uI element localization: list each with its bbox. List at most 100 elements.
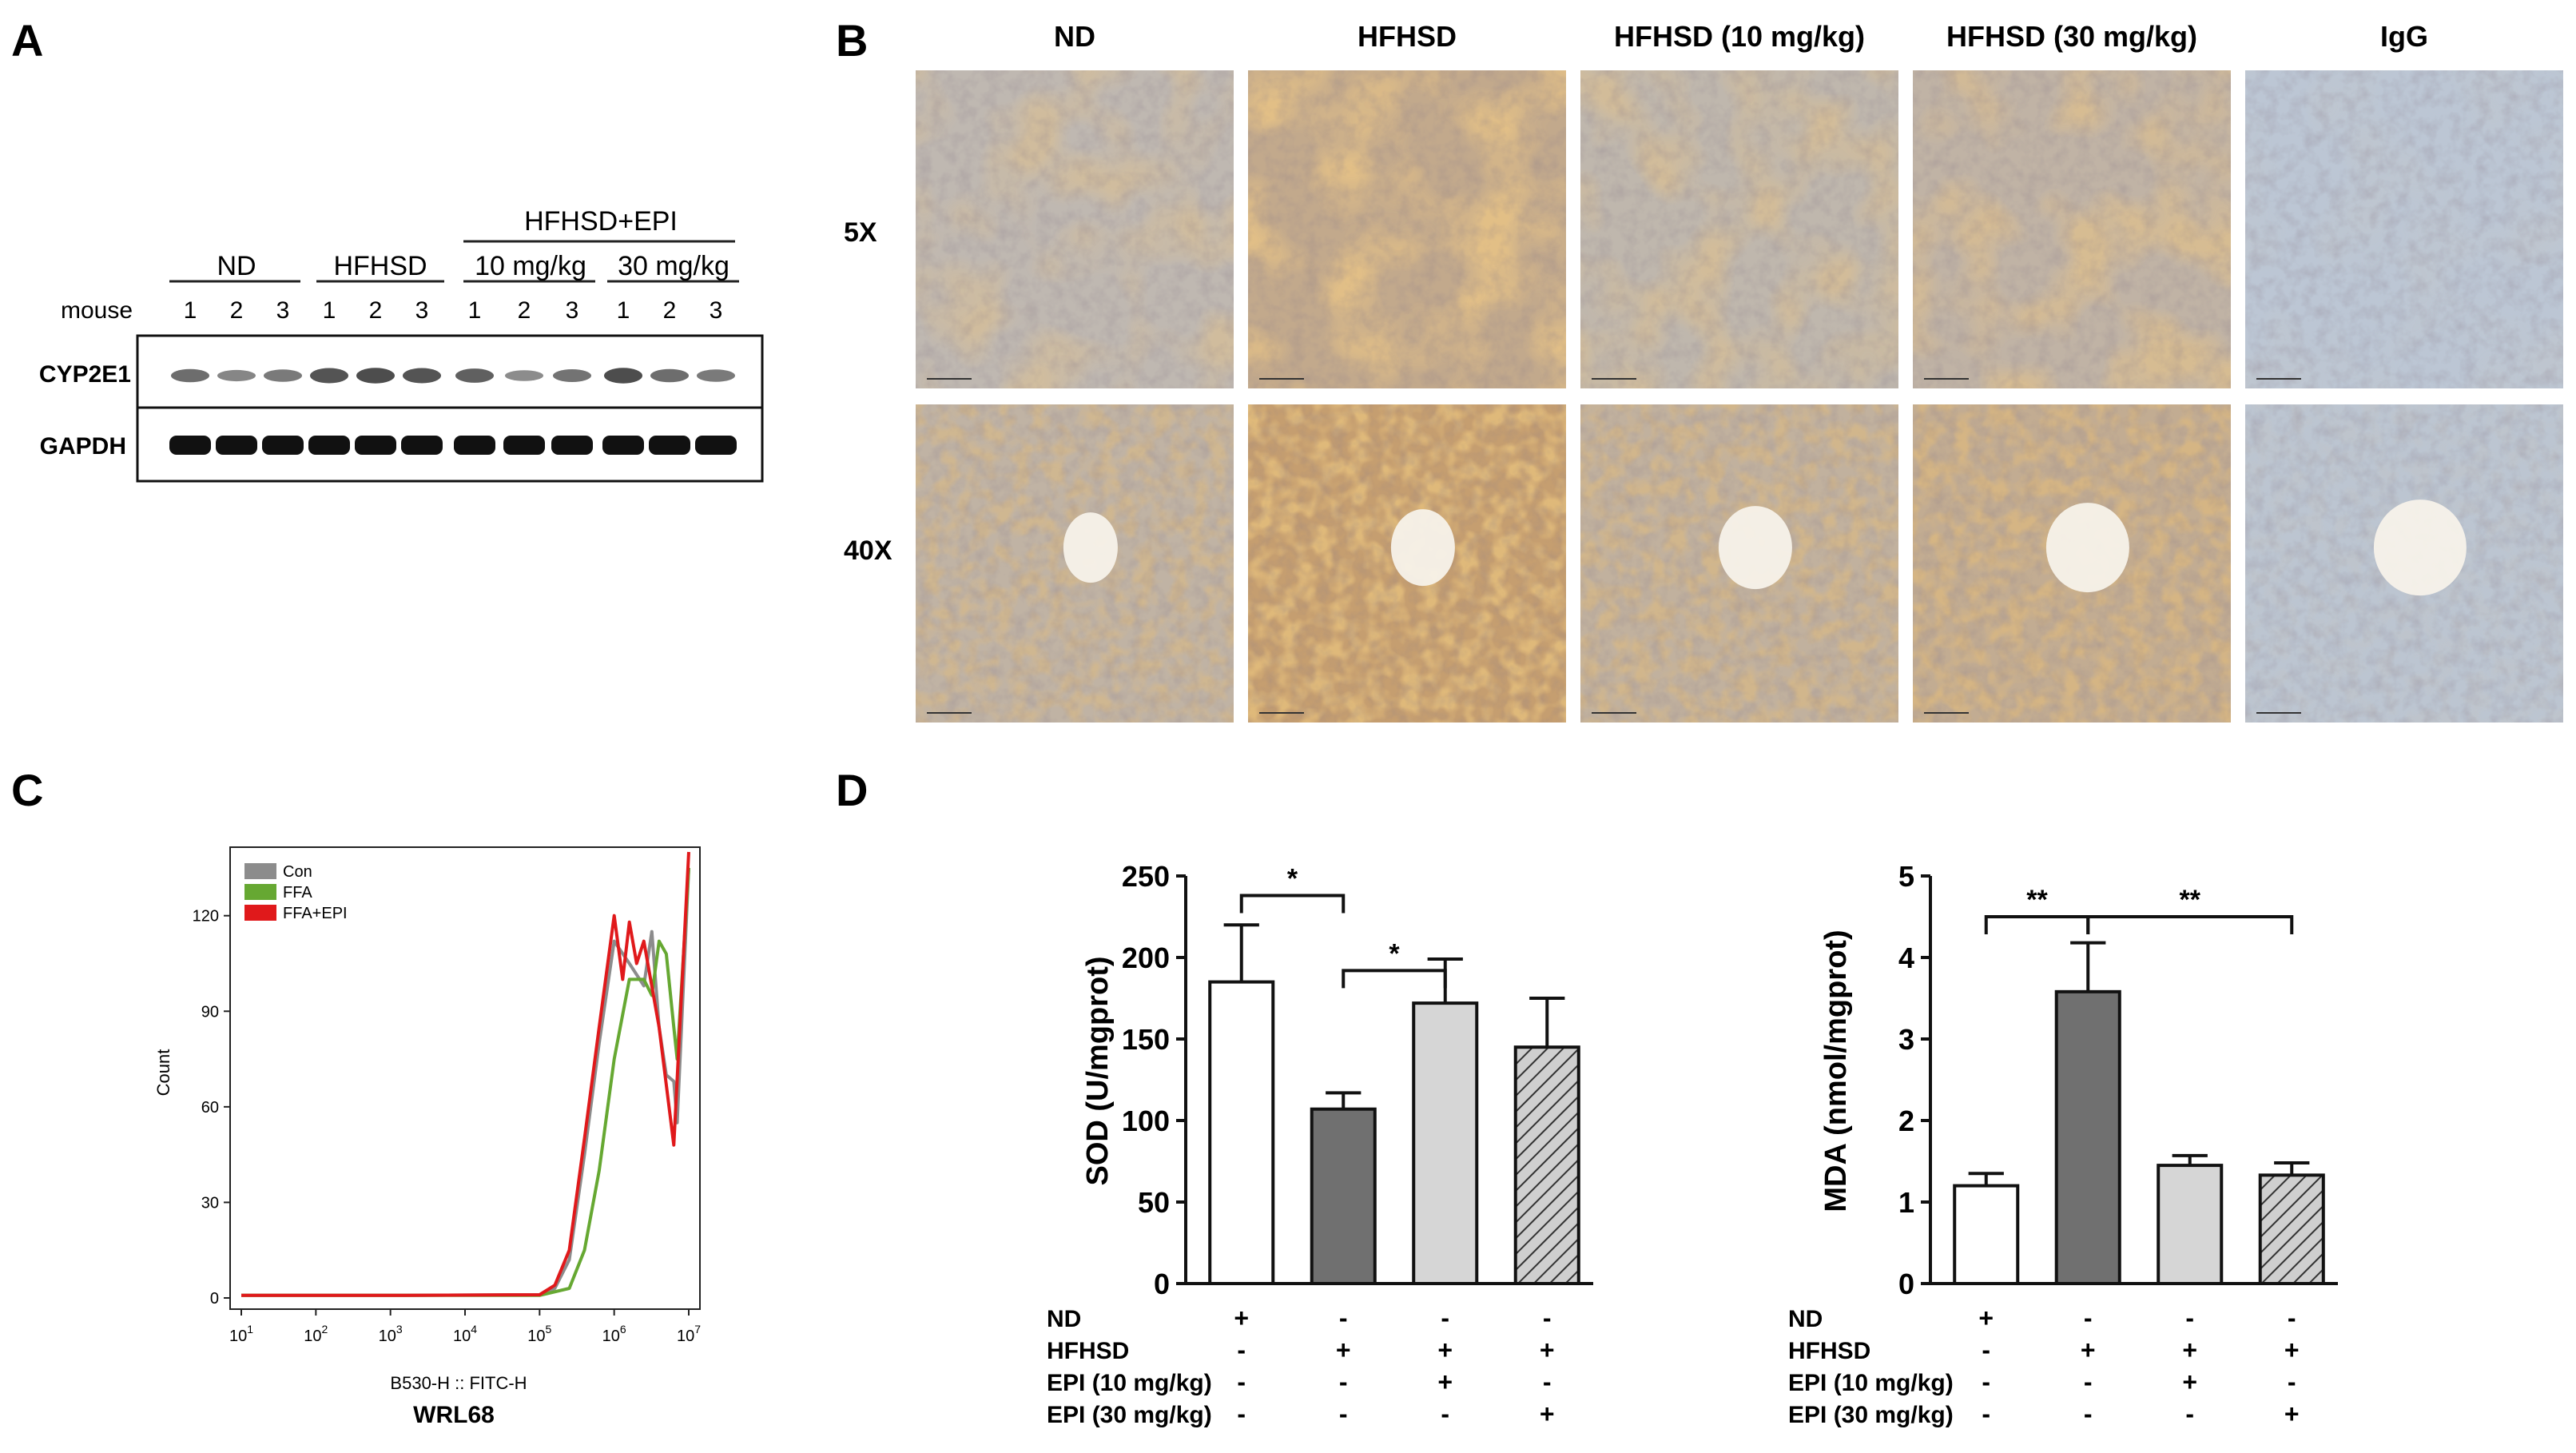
lane-number: 1 — [184, 297, 197, 324]
x-axis-label-fitc: B530-H :: FITC-H — [390, 1373, 527, 1393]
legend-label: FFA+EPI — [283, 905, 348, 922]
histogram-y-tick-label: 30 — [201, 1194, 219, 1212]
cyp2e1-band — [505, 370, 543, 381]
ihc-image-tile — [2245, 70, 2563, 388]
cyp2e1-band — [171, 368, 209, 383]
bar — [1208, 980, 1275, 1285]
histogram-legend: Con FFA FFA+EPI — [244, 863, 348, 922]
bar — [1953, 1184, 2020, 1285]
treatment-row-label: EPI (30 mg/kg) — [1047, 1402, 1212, 1428]
lane-number: 2 — [369, 297, 383, 324]
panel-b-ihc: ND HFHSD HFHSD (10 mg/kg) HFHSD (30 mg/kg) I… — [844, 20, 2563, 723]
ihc-image-tile — [1248, 70, 1566, 388]
ihc-image-tile — [1248, 404, 1566, 723]
legend-swatch — [244, 905, 276, 921]
histogram-x-tick-base: 10 — [304, 1328, 321, 1345]
treatment-mark: - — [1982, 1399, 1990, 1428]
significance-label: * — [1389, 938, 1400, 969]
mouse-label: mouse — [61, 297, 133, 324]
y-tick-label: 5 — [1898, 860, 1914, 893]
treatment-row-label: HFHSD — [1788, 1338, 1870, 1364]
panel-letter-b: B — [836, 15, 868, 66]
gapdh-band — [401, 436, 443, 455]
treatment-mark: - — [1441, 1399, 1449, 1428]
lane-number: 3 — [566, 297, 579, 324]
ihc-image-tile — [1913, 404, 2231, 723]
ihc-column-header: ND — [1054, 20, 1095, 53]
treatment-mark: - — [2084, 1367, 2093, 1396]
legend-swatch — [244, 863, 276, 879]
ihc-image-tile — [2245, 404, 2563, 723]
histogram-curve-ffa-epi — [241, 851, 690, 1297]
lane-number: 1 — [617, 297, 630, 324]
panel-letter-a: A — [11, 15, 43, 66]
treatment-mark: - — [1543, 1304, 1552, 1332]
gapdh-band — [216, 436, 257, 455]
ihc-central-vein — [2045, 503, 2129, 593]
treatment-mark: + — [1234, 1304, 1249, 1332]
row-label-gapdh: GAPDH — [40, 433, 126, 460]
gapdh-band — [454, 436, 495, 455]
treatment-mark: - — [1237, 1367, 1246, 1396]
gapdh-band — [602, 436, 644, 455]
ihc-tile-texture — [2245, 70, 2563, 388]
treatment-mark: - — [1441, 1304, 1449, 1332]
treatment-mark: - — [1543, 1367, 1552, 1396]
sod-treatment-table: ND + - - -HFHSD - + + +EPI (10 mg/kg) - - + -EPI (30… — [1047, 1304, 1555, 1428]
y-tick-label: 1 — [1898, 1186, 1914, 1219]
histogram-x-tick-exponent: 1 — [247, 1323, 253, 1336]
histogram-x-tick-exponent: 6 — [620, 1323, 626, 1336]
treatment-mark: - — [2288, 1367, 2296, 1396]
ihc-tile-texture — [916, 70, 1234, 388]
treatment-mark: - — [1339, 1399, 1348, 1428]
treatment-mark: + — [2284, 1336, 2300, 1364]
y-tick-label: 0 — [1154, 1268, 1170, 1300]
treatment-mark: + — [1978, 1304, 1994, 1332]
group-label-hfhsd-epi: HFHSD+EPI — [524, 206, 678, 237]
y-axis-label-count: Count — [153, 1049, 173, 1097]
histogram-x-tick-base: 10 — [602, 1328, 620, 1345]
cyp2e1-band — [604, 368, 642, 384]
gapdh-band — [503, 436, 545, 455]
treatment-row-label: EPI (10 mg/kg) — [1788, 1370, 1954, 1396]
legend-label: Con — [283, 863, 312, 881]
histogram-x-tick-label: 106 — [602, 1323, 626, 1345]
cyp2e1-band — [217, 369, 256, 382]
y-tick-label: 4 — [1898, 941, 1914, 974]
y-tick-label: 0 — [1898, 1268, 1914, 1300]
ihc-image-tile — [1913, 70, 2231, 388]
histogram-x-tick-exponent: 5 — [546, 1323, 552, 1336]
cyp2e1-band — [264, 369, 302, 382]
significance-label: ** — [2180, 885, 2201, 915]
group-label-30mg: 30 mg/kg — [618, 251, 729, 281]
ihc-central-vein — [1718, 506, 1792, 590]
histogram-x-tick-base: 10 — [677, 1328, 694, 1345]
histogram-y-ticks: 0 30 60 90 120 — [193, 908, 230, 1308]
cyp2e1-band — [403, 368, 441, 384]
y-tick-label: 3 — [1898, 1023, 1914, 1056]
group-label-10mg: 10 mg/kg — [475, 251, 586, 281]
histogram-x-tick-exponent: 2 — [322, 1323, 328, 1336]
panel-a-western-blot: ND HFHSD HFHSD+EPI 10 mg/kg 30 mg/kg mou… — [39, 206, 764, 483]
significance-bracket — [1342, 969, 1447, 989]
ihc-column-header: IgG — [2380, 20, 2428, 53]
treatment-mark: + — [1437, 1367, 1453, 1396]
lane-number: 2 — [518, 297, 531, 324]
histogram-y-tick-label: 90 — [201, 1003, 219, 1021]
histogram-x-tick-base: 10 — [527, 1328, 545, 1345]
gapdh-band — [262, 436, 304, 455]
ihc-column-header: HFHSD (10 mg/kg) — [1614, 20, 1865, 53]
cyp2e1-band — [356, 368, 395, 384]
ihc-column-header: HFHSD — [1358, 20, 1457, 53]
bar — [1412, 1001, 1479, 1285]
row-label-40x: 40X — [844, 535, 892, 566]
bar — [2054, 989, 2121, 1285]
panel-d-bar-charts: SOD (U/mgprot) MDA (nmol/mgprot) 0501001… — [1047, 860, 2338, 1428]
treatment-row-label: HFHSD — [1047, 1338, 1129, 1364]
ihc-image-tile — [916, 404, 1234, 723]
cyp2e1-bands — [171, 368, 735, 384]
histogram-y-tick-label: 0 — [210, 1290, 219, 1308]
treatment-mark: - — [1339, 1304, 1348, 1332]
y-tick-label: 200 — [1122, 941, 1170, 974]
